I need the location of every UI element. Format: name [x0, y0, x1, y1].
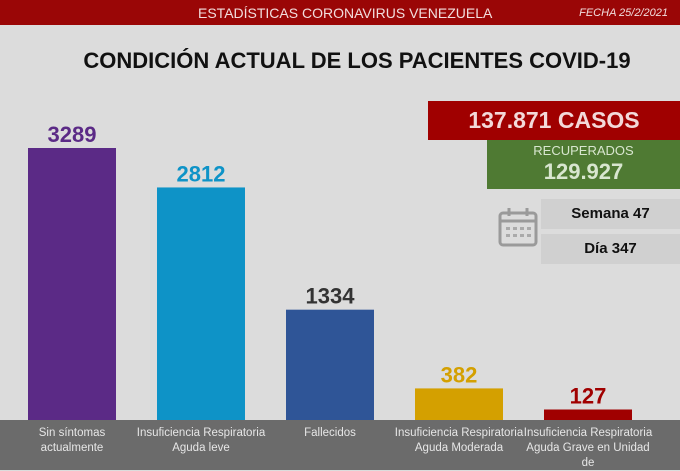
week-box: Semana 47	[541, 199, 680, 229]
category-label: Insuficiencia Respiratoria Aguda Grave e…	[523, 427, 653, 469]
category-axis-band	[0, 420, 680, 470]
recovered-box: RECUPERADOS 129.927	[487, 140, 680, 189]
header-banner: ESTADÍSTICAS CORONAVIRUS VENEZUELA FECHA…	[0, 0, 680, 25]
chart-title: CONDICIÓN ACTUAL DE LOS PACIENTES COVID-…	[83, 48, 631, 73]
data-label: 127	[570, 383, 607, 408]
data-label: 1334	[306, 284, 356, 309]
recovered-value: 129.927	[543, 159, 624, 184]
bar	[28, 148, 116, 420]
cases-total: 137.871 CASOS	[428, 101, 680, 140]
data-label: 3289	[48, 122, 97, 147]
bar	[415, 388, 503, 420]
bar	[544, 409, 632, 420]
category-label: Fallecidos	[304, 427, 356, 439]
category-label: Insuficiencia Respiratoria Aguda Moderad…	[394, 427, 524, 454]
header-date: FECHA 25/2/2021	[579, 7, 668, 19]
day-box: Día 347	[541, 234, 680, 264]
category-label: Insuficiencia Respiratoria Aguda leve	[136, 427, 266, 454]
data-label: 382	[441, 362, 478, 387]
bar	[286, 309, 374, 420]
recovered-label: RECUPERADOS	[533, 143, 634, 158]
category-label: Sin síntomas actualmente	[38, 427, 106, 454]
calendar-icon	[498, 208, 538, 247]
header-title: ESTADÍSTICAS CORONAVIRUS VENEZUELA	[198, 5, 493, 21]
data-label: 2812	[177, 161, 226, 186]
bar	[157, 187, 245, 420]
